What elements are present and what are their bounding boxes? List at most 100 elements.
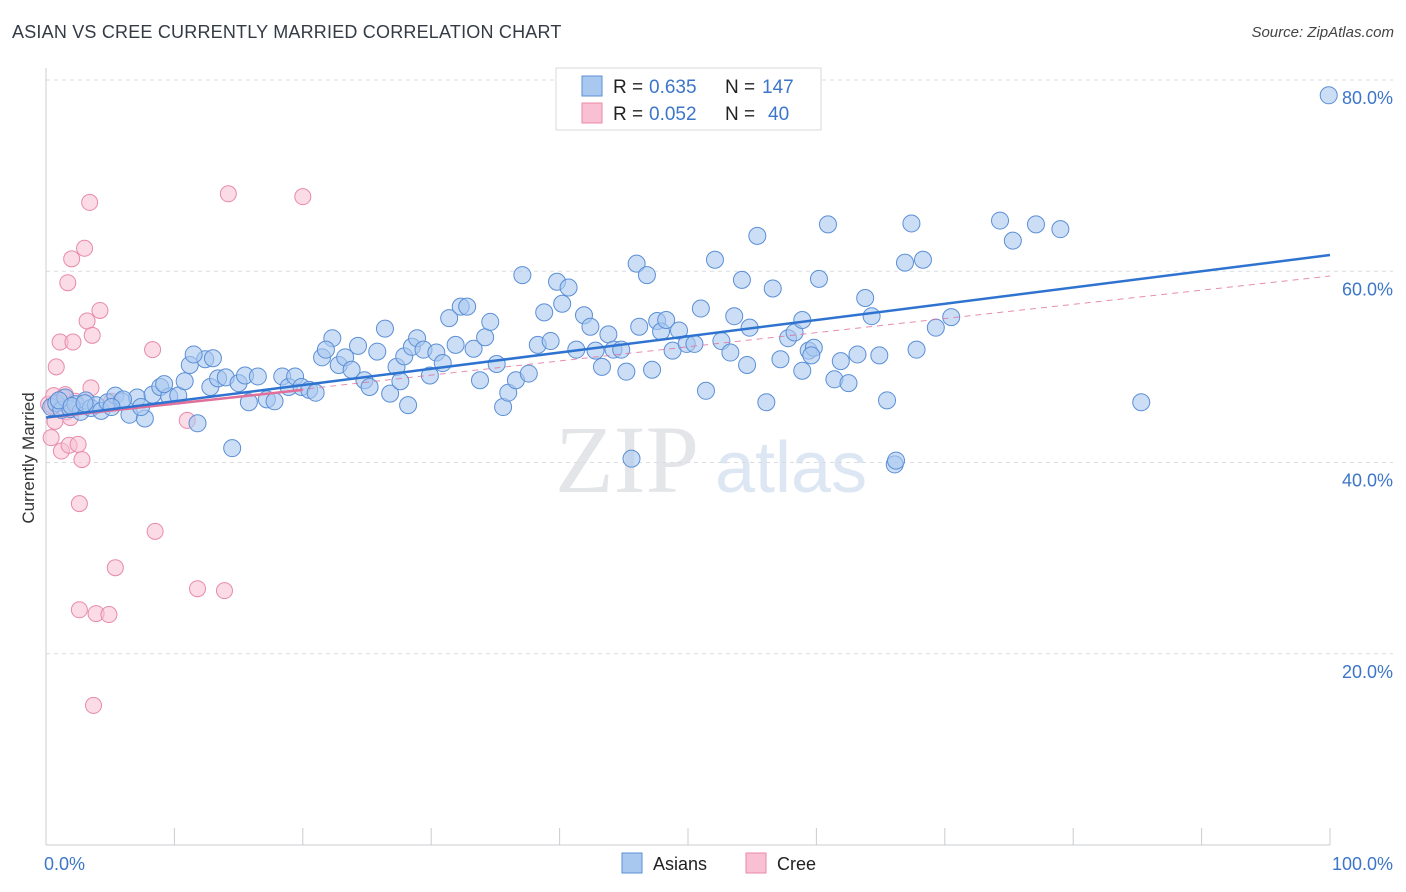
y-tick-label: 80.0% <box>1342 88 1393 108</box>
y-axis-title: Currently Married <box>19 392 38 523</box>
asian-point <box>559 278 578 297</box>
legend-label-asians: Asians <box>653 854 707 874</box>
asian-point <box>809 269 828 288</box>
stats-legend-swatch-cree <box>581 102 603 124</box>
series-legend: Asians Cree <box>621 852 816 874</box>
cree-points <box>40 185 312 714</box>
stats-legend: R = 0.635 N = 147 R = 0.052 N = 40 <box>555 67 822 131</box>
asian-point <box>248 367 267 386</box>
asian-point <box>1026 215 1045 234</box>
asian-point <box>738 355 757 374</box>
cree-point <box>85 696 103 714</box>
asian-point <box>685 334 704 353</box>
asian-point <box>541 332 560 351</box>
asian-point <box>705 250 724 269</box>
asian-point <box>470 371 489 390</box>
asian-point <box>725 307 744 326</box>
asian-point <box>175 372 194 391</box>
asian-point <box>349 336 368 355</box>
asian-point <box>757 393 776 412</box>
asian-point <box>748 226 767 245</box>
asian-point <box>831 352 850 371</box>
stats-legend-asians-r-label: R = <box>613 77 643 98</box>
legend-swatch-cree <box>745 852 767 874</box>
grid-lines <box>46 79 1393 655</box>
asian-point <box>368 342 387 361</box>
stats-legend-cree-r-label: R = <box>613 104 643 125</box>
asian-point <box>691 299 710 318</box>
cree-point <box>144 341 162 359</box>
asian-point <box>513 266 532 285</box>
cree-point <box>106 559 124 577</box>
asian-point <box>440 309 459 328</box>
asian-point <box>481 312 500 331</box>
asian-point <box>487 355 506 374</box>
cree-point <box>294 188 312 206</box>
cree-point <box>70 601 88 619</box>
cree-point <box>83 326 101 344</box>
asian-point <box>913 250 932 269</box>
asian-point <box>476 328 495 347</box>
x-tick-label: 100.0% <box>1332 854 1393 874</box>
asian-point <box>223 439 242 458</box>
asian-point <box>464 339 483 358</box>
asian-points <box>42 86 1338 474</box>
asian-point <box>446 335 465 354</box>
cree-point <box>219 185 237 203</box>
asian-point <box>862 307 881 326</box>
stats-legend-swatch-asians <box>581 75 603 97</box>
asian-point <box>1003 231 1022 250</box>
asian-trend-line <box>45 253 1331 419</box>
cree-point <box>189 580 207 598</box>
asian-point <box>848 345 867 364</box>
asian-point <box>535 303 554 322</box>
asian-point <box>155 375 174 394</box>
asian-point <box>617 362 636 381</box>
asian-point <box>519 364 538 383</box>
stats-legend-cree-n-value: 40 <box>768 104 789 125</box>
asian-point <box>265 392 284 411</box>
cree-point <box>42 429 60 447</box>
asian-point <box>458 297 477 316</box>
stats-legend-asians-n-label: N = <box>725 77 755 98</box>
asian-point <box>878 391 897 410</box>
cree-point <box>63 250 81 268</box>
watermark-atlas: atlas <box>715 428 867 508</box>
asian-point <box>592 357 611 376</box>
asian-point <box>802 346 821 365</box>
asian-point <box>643 360 662 379</box>
stats-legend-cree-n-label: N = <box>725 104 755 125</box>
cree-point <box>146 522 164 540</box>
asian-point <box>895 253 914 272</box>
legend-label-cree: Cree <box>777 854 816 874</box>
asian-point <box>188 414 207 433</box>
asian-point <box>599 325 618 344</box>
y-tick-label: 40.0% <box>1342 471 1393 491</box>
asian-point <box>696 381 715 400</box>
asian-point <box>670 321 689 340</box>
stats-legend-asians-r-value: 0.635 <box>649 77 697 98</box>
asian-point <box>203 349 222 368</box>
asian-point <box>637 266 656 285</box>
asian-point <box>926 318 945 337</box>
cree-point <box>64 333 82 351</box>
tick-labels: 20.0% 40.0% 60.0% 80.0% 0.0% 100.0% <box>44 88 1393 874</box>
asian-point <box>375 319 394 338</box>
asian-point <box>818 215 837 234</box>
asian-point <box>239 393 258 412</box>
trend-lines <box>45 253 1331 419</box>
chart-title: ASIAN VS CREE CURRENTLY MARRIED CORRELAT… <box>12 22 562 42</box>
legend-swatch-asians <box>621 852 643 874</box>
asian-point <box>630 317 649 336</box>
cree-point <box>47 358 65 376</box>
asian-point <box>102 398 121 417</box>
asian-point <box>622 449 641 468</box>
cree-point <box>215 582 233 600</box>
asian-point <box>870 346 889 365</box>
cree-point <box>70 495 88 513</box>
stats-legend-cree-r-value: 0.052 <box>649 104 697 125</box>
asian-point <box>381 384 400 403</box>
cree-point <box>78 312 96 330</box>
cree-point <box>69 435 87 453</box>
